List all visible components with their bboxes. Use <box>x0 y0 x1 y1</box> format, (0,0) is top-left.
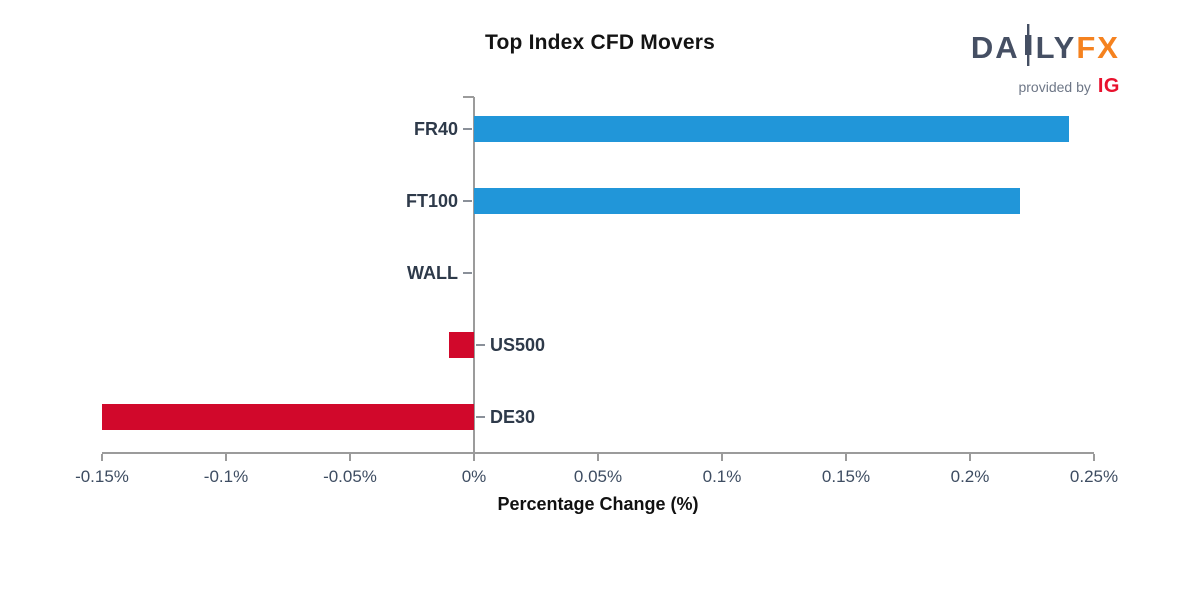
candlestick-icon <box>1023 24 1033 71</box>
x-axis-line <box>102 452 1094 454</box>
logo-text-fx: FX <box>1076 30 1120 65</box>
x-tick-label: -0.05% <box>323 467 377 486</box>
bar-us500 <box>449 332 474 358</box>
x-tick-mark <box>101 454 103 461</box>
x-tick-label: 0.25% <box>1069 467 1119 486</box>
x-tick-mark <box>721 454 723 461</box>
dailyfx-logo: DA LY FX provided by IG <box>971 24 1120 98</box>
category-label-wall: WALL <box>407 263 458 283</box>
logo-text-da: DA <box>970 30 1020 65</box>
category-tick <box>463 272 472 274</box>
ig-logo: IG <box>1097 75 1120 97</box>
x-tick-label: 0.2% <box>950 467 990 486</box>
category-label-ft100: FT100 <box>405 191 458 211</box>
category-tick <box>476 344 485 346</box>
y-axis-line <box>473 97 475 453</box>
x-tick-mark <box>597 454 599 461</box>
category-tick <box>476 416 485 418</box>
x-tick-mark <box>969 454 971 461</box>
bar-de30 <box>102 404 474 430</box>
x-tick-mark <box>845 454 847 461</box>
x-tick-label: -0.15% <box>75 467 129 486</box>
x-tick-mark <box>1093 454 1095 461</box>
bar-ft100 <box>474 188 1020 214</box>
provided-by-text: provided by <box>1018 78 1091 95</box>
logo-text-ly: LY <box>1035 30 1077 65</box>
dailyfx-wordmark: DA LY FX <box>971 24 1120 71</box>
x-tick-mark <box>473 454 475 461</box>
x-tick-label: 0.05% <box>573 467 623 486</box>
x-tick-label: 0.1% <box>702 467 742 486</box>
logo-tagline: provided by IG <box>971 75 1120 98</box>
x-tick-label: 0.15% <box>821 467 871 486</box>
x-tick-mark <box>349 454 351 461</box>
bar-fr40 <box>474 116 1070 142</box>
category-tick <box>463 128 472 130</box>
y-axis-top-cap <box>463 96 474 98</box>
x-tick-label: -0.1% <box>203 467 249 486</box>
category-label-us500: US500 <box>490 335 546 355</box>
x-axis-title: Percentage Change (%) <box>497 494 699 514</box>
category-tick <box>463 200 472 202</box>
x-tick-mark <box>225 454 227 461</box>
category-label-fr40: FR40 <box>413 119 458 139</box>
chart-title: Top Index CFD Movers <box>485 31 715 54</box>
category-label-de30: DE30 <box>490 407 536 427</box>
x-tick-label: 0% <box>461 467 487 486</box>
